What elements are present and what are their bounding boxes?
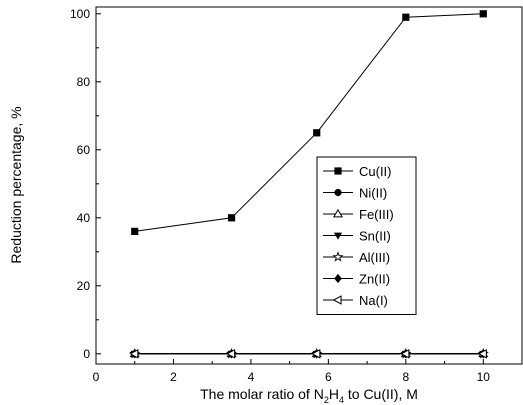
legend-item: Al(III): [323, 250, 390, 265]
series-line: [134, 13, 484, 232]
legend-item: Zn(II): [323, 272, 390, 287]
point-triangle-left: [477, 349, 487, 359]
legend-item: Ni(II): [323, 186, 387, 201]
x-tick-label: 6: [325, 370, 332, 384]
y-tick-label: 40: [77, 211, 91, 225]
y-tick-label: 80: [77, 75, 91, 89]
legend-label: Zn(II): [359, 272, 390, 287]
x-tick-label: 2: [170, 370, 177, 384]
x-tick-label: 0: [93, 370, 100, 384]
legend-label: Ni(II): [359, 186, 387, 201]
point-triangle-left: [332, 295, 342, 305]
x-tick-label: 8: [402, 370, 409, 384]
point-triangle-left: [311, 349, 321, 359]
legend-label: Sn(II): [359, 229, 391, 244]
point-square: [479, 10, 487, 18]
legend-item: Sn(II): [323, 229, 391, 244]
legend-label: Al(III): [359, 250, 390, 265]
x-axis-label-subscript-2: 4: [339, 395, 344, 405]
point-diamond: [334, 273, 342, 284]
series-fe-iii: [129, 348, 489, 358]
point-circle: [334, 188, 342, 197]
y-tick-label: 60: [77, 143, 91, 157]
legend-item: Fe(III): [323, 207, 394, 222]
legend-label: Fe(III): [359, 207, 394, 222]
y-tick-label: 100: [70, 7, 90, 21]
x-axis-label-subscript-1: 2: [324, 395, 329, 405]
point-square: [227, 214, 236, 222]
y-axis-label: Reduction percentage, %: [8, 106, 24, 263]
point-star: [332, 251, 344, 262]
point-square: [334, 167, 342, 175]
y-tick-label: 0: [83, 347, 90, 361]
y-tick-label: 20: [77, 279, 91, 293]
x-tick-label: 10: [477, 370, 491, 384]
point-square: [131, 227, 139, 235]
legend-label: Cu(II): [359, 164, 392, 179]
point-triangle-left: [129, 349, 139, 359]
point-triangle-left: [400, 349, 410, 359]
x-axis-label: The molar ratio of N2H4 to Cu(II), M: [200, 386, 418, 405]
point-triangle-left: [226, 349, 236, 359]
series-na-i: [129, 349, 487, 359]
point-triangle-down: [333, 232, 343, 240]
series-cu-ii: [131, 10, 487, 235]
x-axis-label-part-3: to Cu(II), M: [344, 386, 418, 402]
x-axis-label-part-1: The molar ratio of N: [200, 386, 324, 402]
x-tick-label: 4: [248, 370, 255, 384]
legend-item: Na(I): [323, 293, 388, 308]
legend-item: Cu(II): [323, 164, 392, 179]
x-axis-label-part-2: H: [329, 386, 339, 402]
point-square: [313, 129, 321, 137]
point-triangle-up: [332, 208, 344, 218]
series-sn-ii: [130, 350, 488, 358]
point-square: [402, 13, 410, 21]
plot-frame: [95, 6, 523, 365]
legend-label: Na(I): [359, 293, 388, 308]
